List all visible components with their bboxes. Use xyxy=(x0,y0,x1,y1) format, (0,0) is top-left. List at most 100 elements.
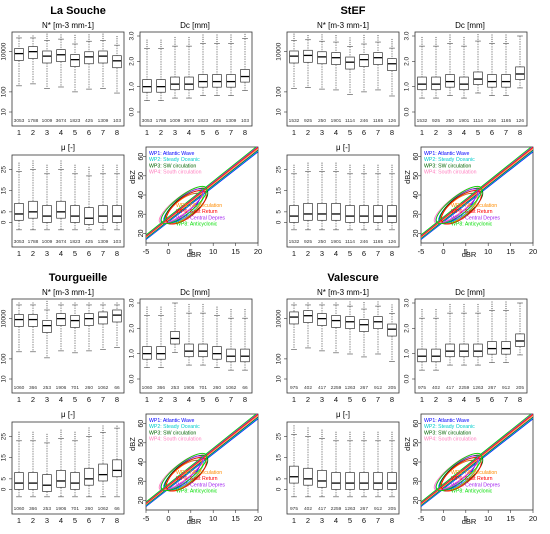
x-axis-label: dBR xyxy=(187,517,202,526)
outlier-point xyxy=(230,34,232,36)
y-tick-label: 40 xyxy=(413,458,420,466)
outlier-point xyxy=(449,41,451,43)
box xyxy=(84,313,94,326)
outlier-point xyxy=(421,313,423,315)
count-label: 2259 xyxy=(331,506,342,512)
count-label: 250 xyxy=(446,118,454,124)
outlier-point xyxy=(391,38,393,41)
x-tick-label: 5 xyxy=(73,516,77,525)
count-label: 3053 xyxy=(14,118,25,124)
outlier-point xyxy=(349,43,351,46)
x-tick-label: 20 xyxy=(529,247,537,256)
y-tick-label-mu: 25 xyxy=(1,433,8,441)
count-label: 1062 xyxy=(226,385,237,391)
outlier-point xyxy=(435,313,437,315)
outlier-point xyxy=(18,166,20,169)
x-tick-label: 5 xyxy=(348,249,352,258)
x-tick-label: 5 xyxy=(464,514,468,523)
outlier-point xyxy=(449,310,451,312)
x-tick-label: 8 xyxy=(518,128,522,137)
outlier-point xyxy=(88,38,90,40)
outlier-point xyxy=(349,41,351,43)
outlier-point xyxy=(88,168,90,171)
outlier-point xyxy=(349,164,351,166)
x-tick-label: 1 xyxy=(17,128,21,137)
outlier-point xyxy=(188,308,190,310)
outlier-point xyxy=(202,41,204,43)
outlier-point xyxy=(491,308,493,310)
y-axis-label: dBZ xyxy=(128,437,137,451)
outlier-point xyxy=(174,43,176,45)
scatter-contours xyxy=(146,414,258,507)
box xyxy=(473,71,483,85)
box xyxy=(417,348,427,363)
outlier-point xyxy=(46,302,48,305)
legend-entry: WP5: NE circulation xyxy=(176,470,222,476)
x-tick-label: 4 xyxy=(187,395,191,404)
y-tick-label-dc: 1.0 xyxy=(404,82,411,91)
outlier-point xyxy=(491,303,493,305)
outlier-point xyxy=(116,171,118,173)
box xyxy=(42,320,52,333)
x-axis-label: dBR xyxy=(462,250,477,259)
outlier-point xyxy=(321,164,323,166)
contour-ellipse xyxy=(165,192,203,225)
x-axis-label: dBR xyxy=(462,517,477,526)
contour-ellipse xyxy=(440,190,482,225)
x-tick-label: 2 xyxy=(31,128,35,137)
panel-title-n: N* [m-3 mm-1] xyxy=(317,21,369,30)
outlier-point xyxy=(46,33,48,35)
outlier-point xyxy=(463,39,465,41)
outlier-point xyxy=(146,39,148,41)
contour-ellipse xyxy=(435,452,483,492)
outlier-point xyxy=(146,43,148,46)
legend-entry: WP3: SW circulation xyxy=(149,430,196,436)
count-label: 1165 xyxy=(373,239,384,245)
outlier-point xyxy=(18,431,20,433)
count-label: 126 xyxy=(388,118,396,124)
y-tick-label-n: 100 xyxy=(276,353,283,364)
count-label: 925 xyxy=(304,118,312,124)
y-tick-label: 60 xyxy=(413,153,420,161)
outlier-point xyxy=(60,302,62,304)
outlier-point xyxy=(391,304,393,306)
legend-entry: WP7: Central Depres xyxy=(451,482,500,488)
box xyxy=(317,203,327,221)
y-tick-label: 30 xyxy=(413,210,420,218)
panel-frame-dc xyxy=(139,298,253,394)
y-tick-label-dc: 1.0 xyxy=(129,349,136,358)
x-tick-label: 5 xyxy=(73,128,77,137)
y-tick-label-dc: 2.0 xyxy=(129,323,136,332)
outlier-point xyxy=(391,431,393,433)
outlier-point xyxy=(421,315,423,317)
outlier-point xyxy=(46,307,48,309)
y-tick-label: 20 xyxy=(413,229,420,237)
x-tick-label: 7 xyxy=(504,128,508,137)
fit-line xyxy=(421,414,533,503)
box xyxy=(387,472,397,490)
x-tick-label: 3 xyxy=(173,128,177,137)
outlier-point xyxy=(160,313,162,315)
station-title: La Souche xyxy=(50,5,106,17)
box xyxy=(317,313,327,326)
count-label: 260 xyxy=(85,385,93,391)
outlier-point xyxy=(230,313,232,315)
x-tick-label: 4 xyxy=(59,516,63,525)
x-tick-label: 2 xyxy=(306,516,310,525)
x-tick-label: 1 xyxy=(17,516,21,525)
x-tick-label: 8 xyxy=(115,516,119,525)
y-tick-label-mu: 15 xyxy=(276,187,283,195)
count-label: 66 xyxy=(114,385,120,391)
x-tick-label: -5 xyxy=(143,514,150,523)
outlier-point xyxy=(321,34,323,36)
outlier-point xyxy=(377,433,379,435)
outlier-point xyxy=(391,438,393,440)
outlier-point xyxy=(391,164,393,166)
y-tick-label-dc: 0.0 xyxy=(129,374,136,383)
outlier-point xyxy=(32,302,34,304)
x-tick-label: 5 xyxy=(73,395,77,404)
outlier-point xyxy=(202,38,204,41)
box xyxy=(42,205,52,223)
y-axis-label: dBZ xyxy=(128,170,137,184)
